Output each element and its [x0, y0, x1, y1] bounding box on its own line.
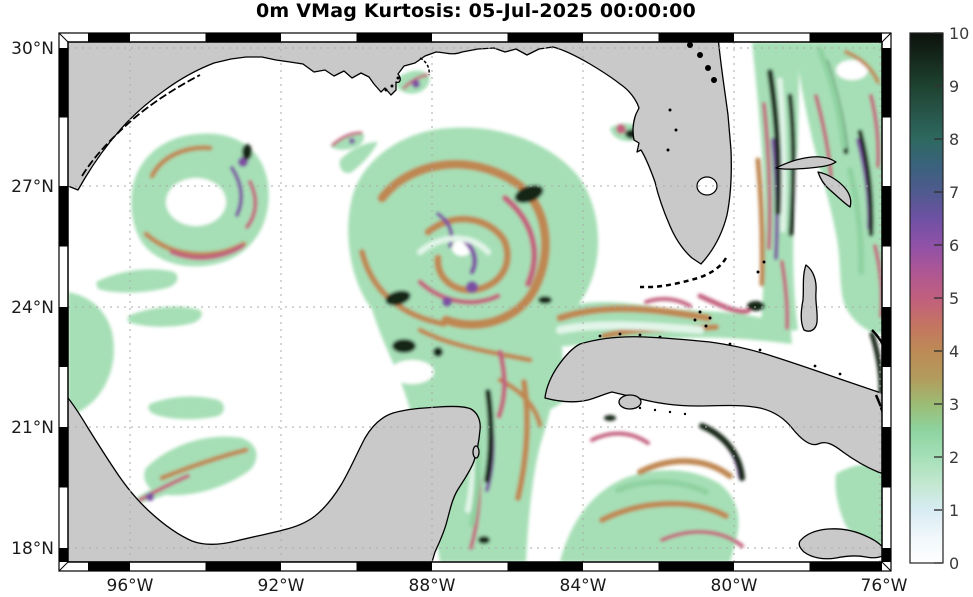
land-isla-juventud [618, 394, 642, 410]
cb-label-0: 0 [949, 554, 959, 573]
lat-tick-18n: 18°N [11, 539, 54, 559]
lat-tick-27n: 27°N [11, 177, 54, 197]
frame-top-segments [88, 33, 882, 42]
cb-label-5: 5 [949, 289, 959, 308]
cb-label-7: 7 [949, 183, 959, 202]
land-layer [68, 42, 882, 562]
lat-tick-30n: 30°N [11, 39, 54, 59]
lon-tick-80w: 80°W [711, 576, 758, 596]
figure-title: 0m VMag Kurtosis: 05-Jul-2025 00:00:00 [256, 0, 696, 22]
lon-tick-96w: 96°W [107, 576, 154, 596]
land-abaco [817, 171, 852, 208]
cb-label-8: 8 [949, 130, 959, 149]
graticule [68, 42, 882, 562]
lat-tick-21n: 21°N [11, 418, 54, 438]
colorbar-ticks [934, 32, 942, 564]
lat-tick-24n: 24°N [11, 298, 54, 318]
lon-tick-88w: 88°W [409, 576, 456, 596]
land-cozumel [472, 445, 480, 459]
kurtosis-field [68, 42, 882, 562]
cb-label-4: 4 [949, 342, 959, 361]
land-jamaica [798, 528, 882, 560]
kurtosis-field-texture-rose [138, 73, 882, 550]
florida-keys [640, 257, 728, 289]
lon-tick-92w: 92°W [258, 576, 305, 596]
colorbar-labels: 10 9 8 7 6 5 4 3 2 1 0 [949, 24, 969, 573]
kurtosis-field-texture-pale [417, 77, 787, 513]
cb-label-1: 1 [949, 501, 959, 520]
cb-label-6: 6 [949, 236, 959, 255]
x-axis-labels: 96°W 92°W 88°W 84°W 80°W 76°W [107, 576, 908, 596]
frame-right-segments [882, 48, 891, 562]
frame-bottom-segments [88, 562, 882, 571]
eleuthera-chain [871, 329, 882, 346]
cb-label-3: 3 [949, 395, 959, 414]
y-axis-labels: 30°N 27°N 24°N 21°N 18°N [11, 39, 54, 559]
cb-label-9: 9 [949, 77, 959, 96]
cb-label-2: 2 [949, 448, 959, 467]
frame-left-segments [59, 48, 68, 562]
land-andros [800, 264, 818, 332]
map-frame [58, 32, 892, 572]
kurtosis-field-gaps [166, 60, 868, 416]
colorbar: 10 9 8 7 6 5 4 3 2 1 0 [909, 24, 969, 573]
land-grand-bahama [775, 156, 837, 170]
lon-tick-84w: 84°W [560, 576, 607, 596]
chandeleur-islands [419, 57, 430, 76]
land-north-america [68, 42, 733, 265]
cb-label-10: 10 [949, 24, 969, 43]
bahama-cays [874, 394, 882, 415]
lon-tick-76w: 76°W [861, 576, 908, 596]
texas-barrier-islands [81, 74, 201, 177]
land-mexico-yucatan [68, 397, 481, 562]
small-islands [384, 42, 842, 416]
